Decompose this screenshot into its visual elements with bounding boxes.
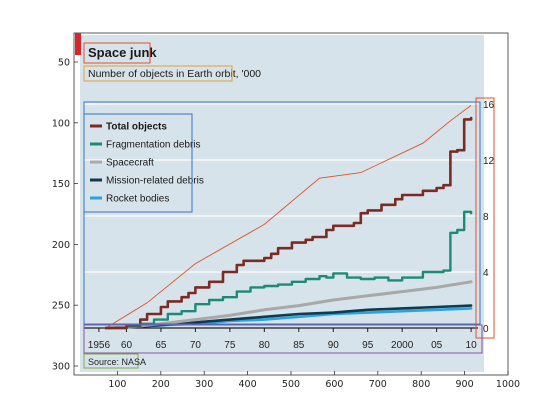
x-tick-label-10: 10 [466,340,478,351]
subtitle-annotation-box [83,65,233,82]
chart-subtitle: Number of objects in Earth orbit, '000 [88,68,261,80]
outer-x-tick-label-700: 700 [369,379,387,390]
x-tick-label-95: 95 [362,340,374,351]
right-axis-annotation-box [475,97,495,339]
x-tick-label-1956: 1956 [88,340,111,351]
source-note: Source: NASA [88,357,146,367]
outer-x-tick-label-400: 400 [239,379,257,390]
legend-label-fragmentation: Fragmentation debris [106,140,201,151]
plot-annotation-box [83,101,481,325]
plot-area: 0 4 8 12 16 1956 60 65 70 75 80 85 90 95 2000 05 10 [84,100,495,351]
outer-x-tick-label-500: 500 [282,379,300,390]
outer-y-tick-label-250: 250 [52,301,70,312]
red-accent-tab [75,33,81,55]
x-tick-label-80: 80 [259,340,271,351]
outer-y-axis: 50100150200250300350400450500550 [52,58,78,373]
x-tick-label-60: 60 [121,340,133,351]
outer-x-axis: 100 200 300 400 500 600 700 800 900 1000 [108,371,520,390]
annotation-trend-line [105,105,472,329]
x-tick-label-85: 85 [293,340,305,351]
outer-x-tick-label-900: 900 [456,379,474,390]
outer-x-tick-label-100: 100 [108,379,126,390]
outer-y-tick-label-150: 150 [52,179,70,190]
chart-title: Space junk [88,45,157,60]
x-tick-label-2000: 2000 [391,340,414,351]
legend: Total objects Fragmentation debris Spacecr… [90,122,204,205]
y-tick-label-16: 16 [483,100,495,111]
outer-y-tick-label-200: 200 [52,240,70,251]
x-tick-label-75: 75 [224,340,236,351]
outer-x-tick-label-1000: 1000 [496,379,520,390]
title-annotation-box [83,42,151,64]
outer-y-tick-label-50: 50 [58,58,70,69]
source-annotation-box [83,353,139,369]
x-tick-label-05: 05 [431,340,443,351]
y-tick-label-12: 12 [483,156,495,167]
outer-y-tick-label-100: 100 [52,118,70,129]
x-axis-annotation-box [83,324,483,354]
outer-x-tick-label-600: 600 [325,379,343,390]
x-tick-label-70: 70 [190,340,202,351]
y-tick-label-4: 4 [483,268,489,279]
legend-label-spacecraft: Spacecraft [106,158,154,169]
outer-x-tick-label-200: 200 [152,379,170,390]
y-tick-label-0: 0 [483,324,489,335]
outer-x-tick-label-300: 300 [195,379,213,390]
x-tick-label-90: 90 [328,340,340,351]
outer-y-tick-label-300: 300 [52,362,70,373]
outer-x-tick-label-800: 800 [412,379,430,390]
y-tick-label-8: 8 [483,212,489,223]
series-line-fragmentation [104,210,473,330]
x-tick-label-65: 65 [155,340,167,351]
legend-label-rocket: Rocket bodies [106,194,169,205]
legend-label-mission: Mission-related debris [106,176,204,187]
legend-label-total: Total objects [106,122,167,133]
series-line-total [104,116,473,330]
header-band [80,35,484,55]
